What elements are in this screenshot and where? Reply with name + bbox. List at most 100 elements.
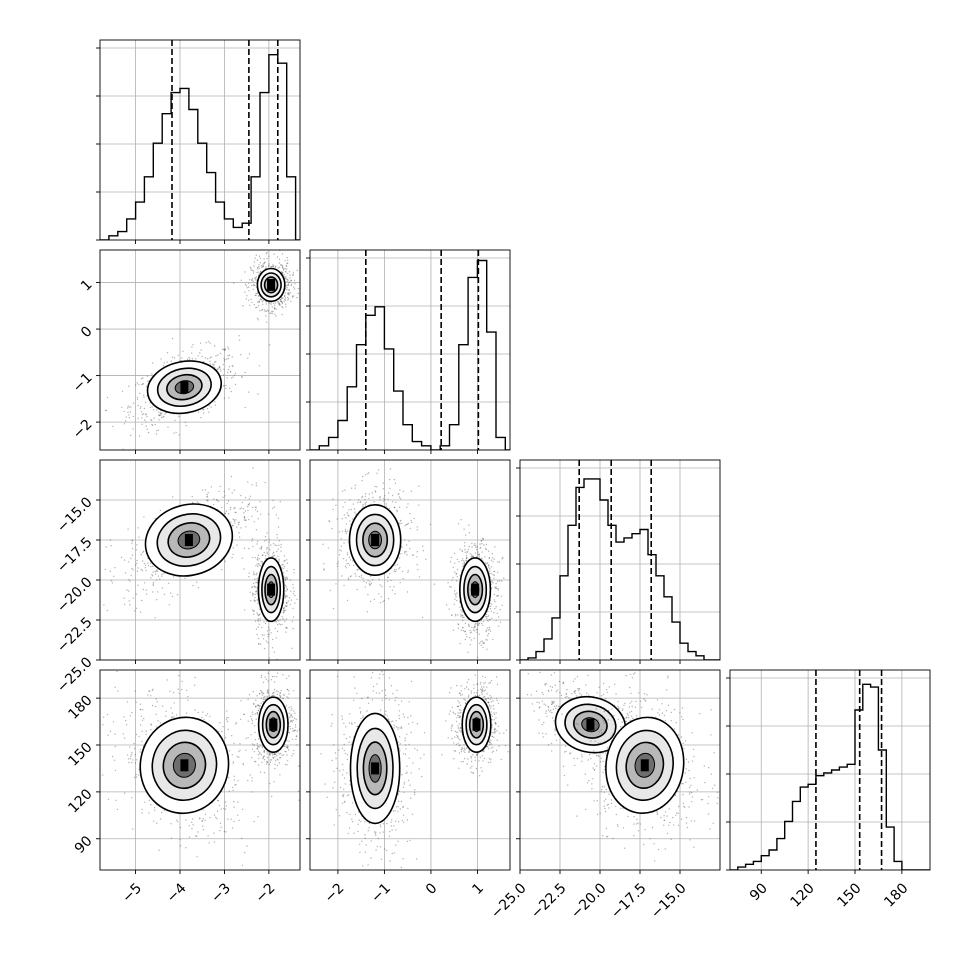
scatter-point — [464, 542, 466, 544]
scatter-point — [290, 279, 292, 282]
scatter-point — [131, 567, 133, 570]
scatter-point — [254, 506, 256, 508]
scatter-point — [459, 642, 461, 645]
scatter-point — [247, 779, 249, 782]
scatter-point — [220, 826, 222, 828]
scatter-point — [400, 519, 402, 522]
scatter-point — [256, 292, 258, 295]
scatter-point — [225, 719, 228, 721]
scatter-point — [273, 308, 276, 310]
scatter-point — [274, 307, 276, 309]
scatter-point — [284, 620, 286, 623]
scatter-point — [236, 526, 238, 528]
scatter-point — [241, 501, 243, 504]
scatter-point — [253, 600, 256, 602]
scatter-point — [207, 492, 209, 494]
scatter-point — [285, 306, 287, 308]
scatter-point — [478, 554, 480, 556]
scatter-point — [264, 540, 266, 542]
scatter-point — [278, 558, 280, 561]
scatter-point — [275, 621, 278, 623]
scatter-point — [248, 518, 250, 521]
scatter-point — [268, 626, 270, 629]
scatter-point — [215, 816, 217, 818]
scatter-point — [131, 752, 133, 754]
scatter-point — [214, 401, 216, 403]
scatter-point — [278, 266, 281, 269]
scatter-point — [281, 564, 283, 566]
scatter-point — [206, 493, 208, 496]
scatter-point — [257, 618, 260, 620]
scatter-point — [151, 704, 154, 707]
scatter-point — [267, 642, 269, 644]
scatter-point — [141, 551, 144, 554]
scatter-point — [287, 280, 289, 282]
scatter-point — [468, 524, 470, 526]
scatter-point — [418, 485, 420, 487]
scatter-point — [247, 503, 250, 506]
scatter-point — [270, 303, 272, 305]
scatter-point — [265, 539, 267, 541]
scatter-point — [387, 498, 389, 500]
scatter-point — [384, 495, 386, 497]
scatter-point — [257, 554, 260, 556]
scatter-point — [233, 800, 235, 803]
scatter-point — [286, 262, 289, 264]
scatter-point — [126, 754, 129, 756]
scatter-point — [243, 516, 246, 518]
scatter-point — [484, 562, 487, 564]
scatter-point — [408, 540, 410, 542]
scatter-point — [379, 496, 381, 498]
scatter-point — [173, 702, 175, 704]
scatter-point — [343, 542, 345, 544]
scatter-point — [470, 556, 473, 558]
scatter-point — [252, 270, 255, 272]
scatter-point — [141, 417, 143, 419]
scatter-point — [116, 808, 119, 811]
scatter-point — [170, 823, 172, 825]
scatter-point — [209, 817, 211, 819]
panel-r2-c1 — [306, 459, 511, 664]
scatter-point — [265, 315, 267, 317]
scatter-point — [464, 549, 466, 551]
scatter-point — [359, 501, 362, 503]
scatter-point — [367, 473, 369, 475]
scatter-point — [284, 609, 287, 611]
scatter-point — [278, 262, 281, 264]
scatter-point — [116, 670, 118, 673]
scatter-point — [251, 609, 254, 611]
scatter-point — [217, 354, 219, 356]
scatter-point — [255, 529, 258, 531]
scatter-point — [125, 420, 127, 422]
scatter-point — [122, 733, 125, 735]
scatter-point — [482, 537, 484, 540]
scatter-point — [286, 588, 289, 590]
scatter-point — [349, 499, 351, 501]
scatter-point — [276, 619, 279, 621]
scatter-point — [269, 548, 271, 551]
scatter-point — [404, 539, 406, 541]
scatter-point — [265, 301, 267, 303]
scatter-point — [483, 642, 485, 645]
scatter-point — [128, 414, 130, 416]
scatter-point — [263, 621, 265, 623]
scatter-point — [223, 385, 225, 387]
scatter-point — [496, 595, 498, 597]
scatter-point — [477, 624, 480, 626]
scatter-point — [456, 592, 458, 594]
scatter-point — [280, 298, 282, 301]
axes-frame — [309, 459, 511, 661]
scatter-point — [261, 265, 264, 268]
scatter-point — [389, 573, 391, 575]
scatter-point — [366, 611, 369, 613]
scatter-point — [255, 586, 257, 589]
scatter-point — [266, 257, 268, 260]
scatter-point — [372, 496, 374, 499]
scatter-point — [286, 602, 288, 604]
scatter-point — [238, 536, 241, 538]
scatter-point — [409, 548, 411, 550]
scatter-point — [170, 837, 173, 839]
scatter-point — [453, 552, 456, 554]
scatter-point — [151, 419, 153, 421]
scatter-point — [158, 414, 160, 416]
